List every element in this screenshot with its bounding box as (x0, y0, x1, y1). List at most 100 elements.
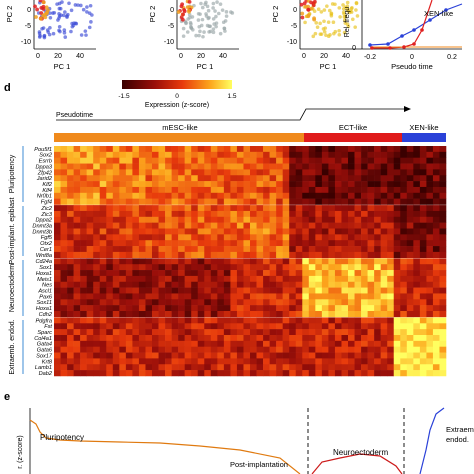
heatmap-cell (86, 228, 94, 235)
heatmap-cell (217, 270, 225, 277)
pc-point (187, 12, 192, 17)
heatmap-cell (406, 329, 414, 336)
heatmap-cell (289, 299, 297, 306)
heatmap-cell (191, 346, 199, 353)
heatmap-cell (367, 287, 375, 294)
pc-point (198, 29, 202, 34)
heatmap-cell (138, 311, 146, 318)
heatmap-cell (374, 358, 381, 365)
heatmap-cell (361, 281, 368, 288)
heatmap-cell (99, 340, 107, 347)
heatmap-cell (106, 305, 114, 312)
heatmap-cell (93, 264, 101, 271)
heatmap-cell (250, 352, 257, 359)
xen-point (400, 34, 404, 38)
heatmap-cell (171, 169, 179, 176)
heatmap-cell (263, 364, 270, 371)
heatmap-cell (236, 287, 244, 294)
heatmap-cell (204, 281, 212, 288)
heatmap-cell (125, 175, 133, 182)
heatmap-cell (60, 370, 68, 377)
heatmap-cell (197, 228, 205, 235)
heatmap-cell (354, 317, 362, 324)
heatmap-cell (295, 240, 303, 247)
heatmap-cell (341, 163, 349, 170)
heatmap-cell (413, 234, 421, 241)
heatmap-cell (80, 335, 87, 342)
heatmap-cell (132, 210, 140, 218)
heatmap-cell (341, 228, 349, 235)
heatmap-cell (171, 210, 179, 218)
pc-point (211, 27, 216, 31)
heatmap-cell (152, 287, 159, 294)
heatmap-cell (295, 146, 303, 153)
heatmap-cell (152, 186, 159, 194)
heatmap-cell (380, 311, 388, 318)
heatmap-cell (400, 270, 408, 277)
heatmap-cell (171, 234, 179, 241)
heatmap-cell (302, 169, 310, 176)
heatmap-cell (73, 270, 81, 277)
heatmap-cell (60, 240, 68, 247)
heatmap-cell (315, 364, 323, 371)
extraemb-curve (419, 407, 445, 474)
heatmap-cell (426, 335, 434, 342)
gene-label: Nes (42, 283, 52, 289)
heatmap-cell (419, 246, 427, 253)
heatmap-cell (289, 329, 297, 336)
heatmap-cell (387, 264, 395, 271)
heatmap-cell (250, 299, 257, 306)
heatmap-cell (354, 246, 362, 253)
heatmap-cell (263, 287, 270, 294)
heatmap-cell (263, 258, 270, 265)
heatmap-cell (86, 305, 94, 312)
heatmap-cell (295, 335, 303, 342)
pc-point (345, 22, 350, 27)
heatmap-cell (243, 258, 251, 265)
heatmap-cell (439, 364, 447, 371)
heatmap-cell (138, 317, 146, 324)
heatmap-cell (112, 198, 120, 205)
heatmap-cell (295, 287, 303, 294)
heatmap-cell (178, 281, 185, 288)
heatmap-cell (250, 270, 257, 277)
heatmap-cell (191, 192, 199, 199)
heatmap-cell (263, 305, 270, 312)
heatmap-cell (197, 205, 205, 212)
heatmap-cell (289, 181, 297, 188)
heatmap-cell (243, 335, 251, 342)
heatmap-cell (426, 210, 434, 218)
heatmap-cell (158, 251, 166, 259)
heatmap-cell (432, 258, 440, 265)
heatmap-cell (328, 240, 336, 247)
heatmap-cell (308, 370, 316, 377)
heatmap-cell (295, 216, 303, 223)
gene-label: Ascl1 (37, 288, 52, 294)
heatmap-cell (197, 216, 205, 223)
heatmap-cell (321, 364, 329, 371)
heatmap-cell (125, 222, 133, 229)
heatmap-cell (138, 358, 146, 365)
heatmap-cell (315, 151, 323, 158)
heatmap-cell (295, 275, 303, 283)
pc-point (47, 11, 52, 15)
heatmap-cell (99, 258, 107, 265)
annotation-extraemb-2: endod. (446, 435, 469, 444)
heatmap-cell (217, 352, 225, 359)
heatmap-cell (99, 323, 107, 330)
heatmap-cell (302, 364, 310, 371)
heatmap-cell (432, 270, 440, 277)
heatmap-cell (432, 198, 440, 205)
heatmap-cell (165, 146, 172, 153)
state-bar-xen (402, 133, 446, 142)
gene-label: Wnt8a (36, 253, 52, 259)
heatmap-cell (178, 210, 185, 218)
heatmap-cell (315, 146, 323, 153)
heatmap-cell (393, 157, 401, 164)
heatmap-cell (387, 175, 395, 182)
heatmap-cell (432, 169, 440, 176)
heatmap-cell (374, 186, 381, 194)
heatmap-cell (263, 192, 270, 199)
heatmap-cell (138, 352, 146, 359)
heatmap-cell (132, 299, 140, 306)
